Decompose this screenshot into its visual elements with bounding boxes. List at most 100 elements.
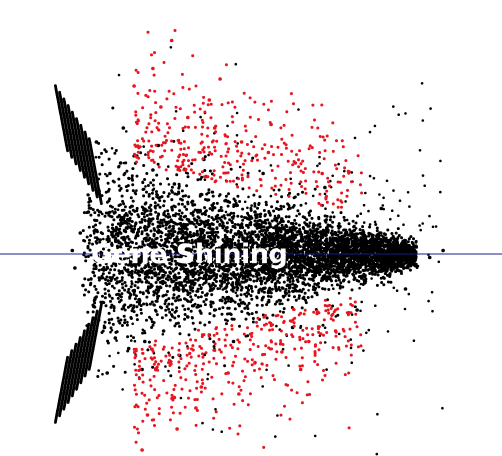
data-point — [237, 239, 240, 243]
data-point — [166, 209, 170, 213]
data-point — [137, 215, 141, 219]
data-point — [152, 303, 156, 307]
data-point — [243, 292, 247, 296]
data-point — [144, 280, 148, 284]
data-point — [220, 312, 224, 316]
data-point — [253, 204, 257, 208]
data-point — [282, 307, 286, 311]
data-point — [292, 204, 296, 207]
data-point — [384, 233, 387, 236]
data-point — [107, 289, 110, 293]
data-point — [116, 316, 120, 320]
data-point — [89, 206, 93, 210]
data-point — [380, 281, 384, 284]
data-point — [138, 273, 142, 277]
data-point — [262, 209, 266, 212]
data-point — [104, 150, 108, 154]
data-point — [140, 205, 144, 209]
data-point — [107, 311, 111, 315]
data-point — [351, 272, 355, 276]
data-point — [198, 321, 202, 325]
data-point — [264, 200, 268, 204]
data-point — [349, 230, 353, 234]
data-point — [309, 209, 312, 213]
data-point — [270, 287, 274, 291]
data-point — [132, 292, 136, 296]
data-point — [194, 293, 198, 297]
data-point — [94, 287, 98, 291]
data-point — [78, 336, 82, 339]
data-point — [119, 203, 122, 207]
data-point — [88, 331, 92, 335]
data-point — [97, 318, 101, 322]
data-point — [132, 336, 135, 340]
data-point — [166, 290, 169, 293]
data-point — [218, 216, 222, 220]
data-point — [142, 164, 146, 167]
data-point — [273, 302, 277, 306]
data-point — [124, 284, 128, 288]
data-point — [226, 213, 230, 217]
data-point — [212, 345, 216, 348]
data-point — [142, 215, 146, 219]
data-point — [316, 256, 319, 260]
data-point — [104, 278, 107, 281]
data-point — [216, 213, 220, 217]
data-point — [249, 220, 253, 224]
data-point — [268, 213, 272, 217]
data-point — [227, 192, 230, 196]
data-point — [186, 175, 190, 179]
data-point — [272, 209, 276, 213]
data-point — [125, 189, 129, 193]
data-point — [339, 281, 343, 285]
data-point — [123, 205, 127, 209]
data-point — [254, 285, 258, 289]
non-significant-points — [54, 46, 445, 456]
data-point — [411, 241, 415, 245]
data-point — [164, 313, 168, 317]
data-point — [232, 270, 235, 274]
data-point — [203, 303, 207, 307]
data-point — [120, 194, 124, 198]
data-point — [173, 316, 177, 320]
data-point — [165, 305, 169, 309]
data-point — [189, 300, 193, 304]
data-point — [95, 228, 99, 232]
data-point — [241, 207, 245, 211]
data-point — [138, 270, 142, 274]
data-point — [310, 295, 314, 299]
data-point — [275, 288, 279, 292]
data-point — [200, 291, 204, 294]
data-point — [117, 289, 121, 293]
data-point — [396, 227, 400, 231]
data-point — [139, 308, 143, 312]
data-point — [225, 221, 229, 225]
data-point — [191, 321, 195, 325]
data-point — [259, 276, 263, 280]
data-point — [264, 203, 268, 207]
data-point — [296, 249, 300, 253]
data-point — [120, 276, 124, 280]
data-point — [156, 297, 160, 300]
data-point — [280, 195, 284, 199]
data-point — [354, 221, 358, 225]
data-point — [225, 322, 228, 326]
data-point — [83, 239, 87, 243]
data-point — [375, 283, 379, 287]
data-point — [141, 291, 145, 295]
data-point — [244, 317, 248, 321]
data-point — [88, 248, 92, 252]
data-point — [124, 226, 128, 230]
data-point — [301, 190, 304, 194]
data-point — [177, 202, 181, 206]
data-point — [267, 211, 271, 214]
data-point — [293, 218, 297, 222]
data-point — [89, 213, 93, 217]
data-point — [116, 215, 120, 219]
data-point — [177, 182, 181, 186]
data-point — [232, 286, 236, 290]
data-point — [231, 289, 235, 293]
data-point — [238, 200, 242, 203]
data-point — [74, 342, 78, 346]
data-point — [116, 292, 120, 296]
